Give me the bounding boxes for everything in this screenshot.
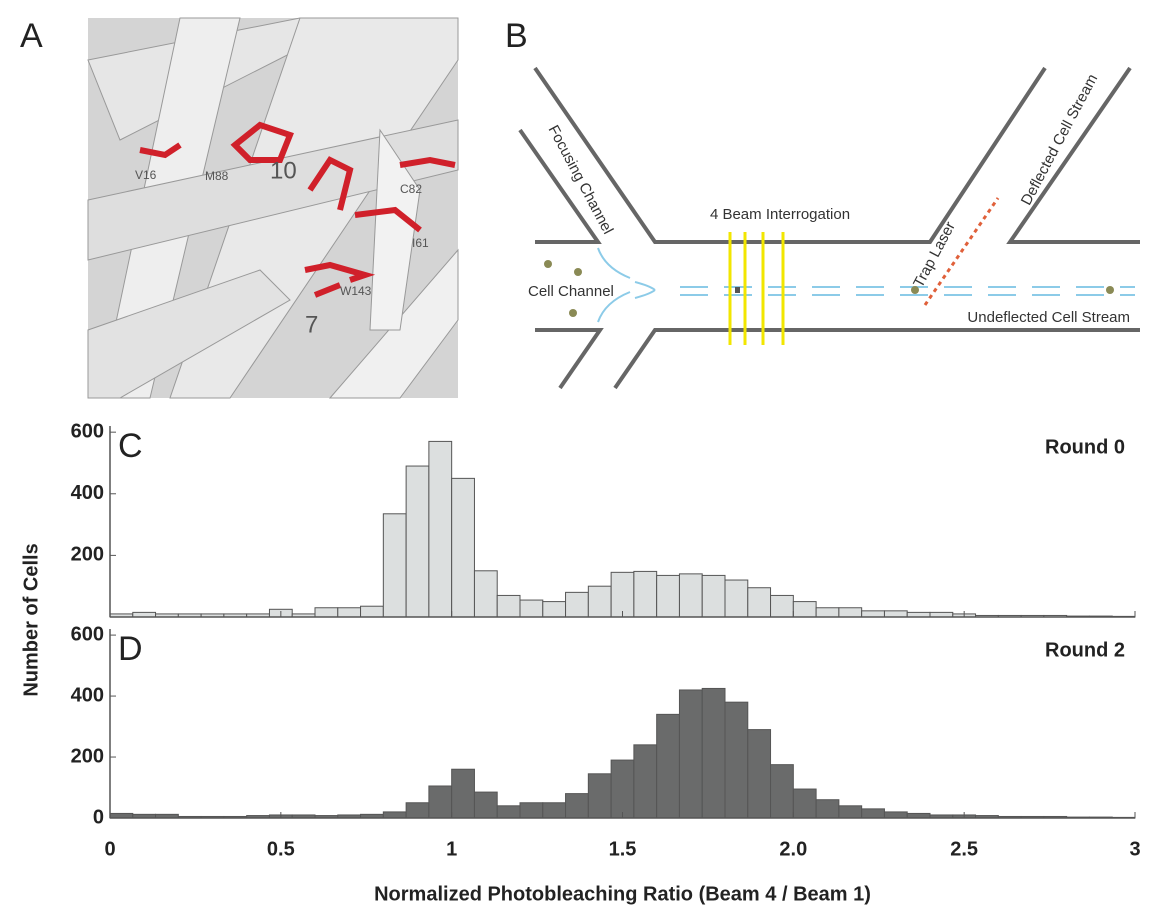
bar — [452, 769, 475, 818]
bar — [793, 602, 816, 617]
x-axis-label: Normalized Photobleaching Ratio (Beam 4 … — [374, 883, 871, 905]
bar — [383, 812, 406, 818]
y-tick-label: 400 — [71, 482, 104, 504]
bar — [657, 714, 680, 818]
residue-label: C82 — [400, 182, 422, 196]
bar — [679, 574, 702, 617]
y-tick-label: 400 — [71, 684, 104, 706]
bar — [361, 606, 384, 617]
strand-label: 10 — [270, 157, 297, 184]
diagram-label: Trap Laser — [910, 219, 959, 291]
panel-letter: B — [505, 17, 528, 55]
protein-structure — [88, 18, 458, 398]
bar — [793, 789, 816, 818]
x-tick-label: 3 — [1129, 838, 1140, 860]
bar — [839, 806, 862, 818]
y-tick-label: 600 — [71, 623, 104, 645]
residue-label: V16 — [135, 168, 157, 182]
bar — [338, 608, 361, 617]
bar — [657, 575, 680, 617]
bar — [634, 745, 657, 818]
bar — [406, 466, 429, 617]
bar — [748, 730, 771, 818]
bar — [543, 602, 566, 617]
bar — [702, 575, 725, 617]
bar — [884, 812, 907, 818]
bar — [611, 572, 634, 617]
bar — [588, 586, 611, 617]
bar — [452, 478, 475, 617]
x-tick-label: 1 — [446, 838, 457, 860]
bar — [634, 571, 657, 617]
bar — [497, 595, 520, 617]
bar — [725, 702, 748, 818]
bar — [520, 600, 543, 617]
bar — [884, 611, 907, 617]
bar — [862, 809, 885, 818]
bar — [566, 592, 589, 617]
bar — [748, 588, 771, 617]
bar — [862, 611, 885, 617]
panel-letter: C — [118, 427, 143, 465]
bar — [474, 571, 497, 617]
x-tick-label: 0.5 — [267, 838, 295, 860]
bar — [771, 595, 794, 617]
y-tick-label: 200 — [71, 544, 104, 566]
x-tick-label: 2.0 — [779, 838, 807, 860]
strand-label: 7 — [305, 311, 318, 338]
bar — [406, 803, 429, 818]
bar — [679, 690, 702, 818]
bar — [588, 774, 611, 818]
bar — [520, 803, 543, 818]
chart-title: Round 2 — [1045, 639, 1125, 661]
bar — [839, 608, 862, 617]
residue-label: I61 — [412, 236, 429, 250]
diagram-label: 4 Beam Interrogation — [710, 206, 850, 223]
y-tick-label: 600 — [71, 420, 104, 442]
y-axis-label: Number of Cells — [20, 543, 42, 696]
x-tick-label: 1.5 — [609, 838, 637, 860]
panel-letter: A — [20, 17, 43, 55]
bar — [315, 608, 338, 617]
bar — [429, 441, 452, 617]
bar — [725, 580, 748, 617]
residue-label: W143 — [340, 284, 372, 298]
residue-label: M88 — [205, 169, 229, 183]
bar — [702, 688, 725, 818]
x-tick-label: 0 — [104, 838, 115, 860]
bar — [566, 794, 589, 818]
x-tick-label: 2.5 — [950, 838, 978, 860]
bar — [474, 792, 497, 818]
diagram-label: Undeflected Cell Stream — [967, 309, 1130, 326]
bar — [383, 514, 406, 617]
bar — [543, 803, 566, 818]
y-tick-label: 0 — [93, 806, 104, 828]
bar — [771, 765, 794, 818]
chart-title: Round 0 — [1045, 436, 1125, 458]
bar — [816, 608, 839, 617]
y-tick-label: 200 — [71, 745, 104, 767]
bar — [816, 800, 839, 818]
diagram-label: Cell Channel — [528, 283, 614, 300]
panel-letter: D — [118, 630, 143, 668]
figure: A V16 M88 10 C82 I61 W143 7 B — [0, 0, 1152, 920]
bar — [429, 786, 452, 818]
bar — [611, 760, 634, 818]
bar — [497, 806, 520, 818]
